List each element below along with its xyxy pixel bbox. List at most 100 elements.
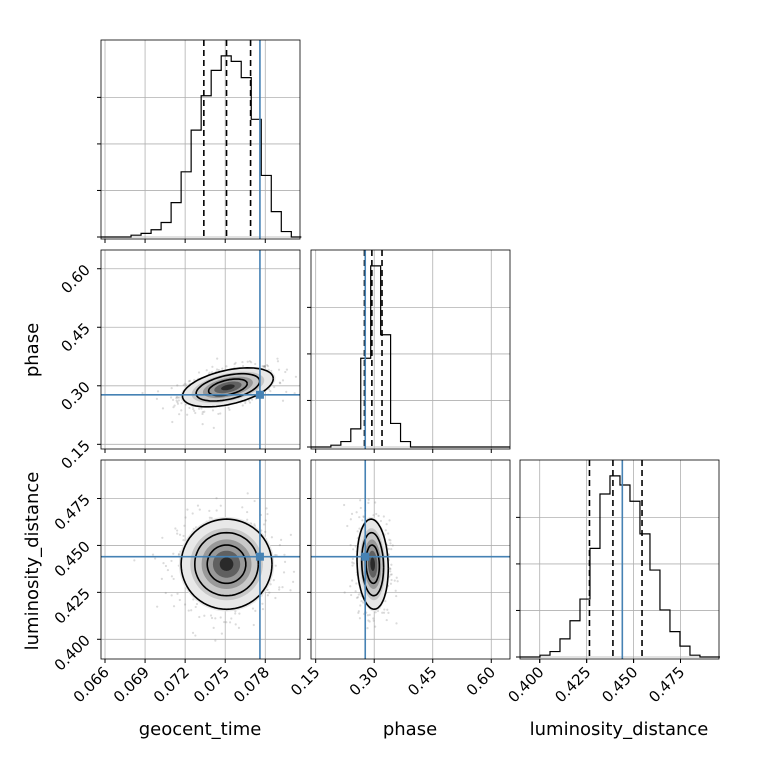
scatter-point	[386, 608, 389, 611]
scatter-point	[396, 580, 399, 583]
scatter-point	[343, 503, 346, 507]
scatter-point	[270, 536, 274, 539]
scatter-point	[383, 608, 386, 611]
panel-frame	[100, 39, 301, 240]
scatter-point	[164, 591, 167, 595]
scatter-point	[175, 399, 178, 402]
scatter-point	[248, 360, 251, 363]
scatter-point	[351, 579, 354, 582]
panel-frame	[100, 459, 301, 660]
scatter-point	[174, 527, 177, 530]
scatter-point	[180, 402, 183, 405]
panel-background	[311, 460, 510, 659]
xlabel-phase: phase	[383, 719, 437, 740]
scatter-point	[198, 615, 201, 619]
scatter-point	[172, 577, 175, 581]
scatter-point	[379, 519, 383, 523]
scatter-point	[374, 611, 377, 614]
scatter-point	[220, 632, 223, 635]
scatter-point	[389, 570, 392, 573]
scatter-point	[170, 387, 173, 390]
scatter-point	[384, 529, 387, 532]
scatter-point	[156, 605, 159, 608]
contour-line	[207, 378, 248, 397]
scatter-point	[184, 516, 187, 519]
scatter-point	[362, 515, 365, 518]
scatter-point	[374, 501, 377, 504]
scatter-point	[263, 365, 267, 368]
scatter-point	[262, 365, 266, 368]
scatter-point	[212, 626, 215, 629]
scatter-point	[375, 512, 378, 516]
scatter-point	[201, 410, 204, 414]
scatter-point	[282, 571, 286, 574]
scatter-point	[264, 519, 267, 522]
scatter-point	[176, 532, 179, 535]
scatter-point	[238, 612, 241, 615]
x-tick-label: 0.066	[70, 663, 113, 706]
scatter-point	[281, 586, 284, 589]
y-tick-label: 0.60	[57, 261, 93, 297]
scatter-point	[292, 580, 295, 584]
scatter-point	[209, 614, 213, 617]
scatter-point	[389, 582, 393, 585]
scatter-point	[192, 598, 195, 601]
scatter-point	[280, 538, 283, 541]
scatter-point	[241, 404, 244, 407]
scatter-point	[200, 407, 203, 410]
scatter-point	[191, 512, 194, 515]
scatter-point	[372, 619, 375, 622]
scatter-point	[219, 412, 222, 415]
scatter-point	[194, 411, 197, 415]
x-tick-label: 0.425	[551, 663, 594, 706]
scatter-point	[391, 544, 394, 547]
diag-panel-phase	[307, 249, 511, 450]
scatter-point	[210, 516, 213, 520]
scatter-point	[151, 553, 155, 556]
scatter-point	[215, 497, 218, 500]
scatter-point	[276, 357, 279, 360]
scatter-point	[192, 407, 195, 411]
scatter-point	[176, 396, 179, 399]
scatter-point	[176, 529, 179, 532]
scatter-point	[175, 395, 178, 398]
scatter-point	[178, 396, 181, 399]
scatter-point	[278, 588, 281, 591]
scatter-point	[275, 554, 278, 557]
scatter-point	[372, 514, 375, 517]
scatter-point	[182, 534, 185, 538]
scatter-point	[357, 593, 360, 596]
scatter-point	[279, 381, 282, 385]
y-tick-label: 0.30	[57, 378, 93, 414]
scatter-point	[183, 524, 186, 527]
scatter-point	[395, 622, 398, 625]
scatter-point	[377, 514, 380, 518]
scatter-point	[172, 406, 175, 409]
scatter-point	[208, 371, 211, 374]
scatter-point	[178, 598, 181, 602]
panel-background	[311, 250, 510, 449]
scatter-point	[188, 379, 192, 383]
scatter-point	[272, 579, 275, 582]
scatter-point	[251, 398, 254, 401]
scatter-point	[208, 516, 211, 519]
scatter-point	[156, 390, 160, 393]
scatter-point	[359, 604, 362, 607]
scatter-point	[292, 570, 296, 573]
scatter-point	[234, 361, 237, 364]
scatter-point	[368, 613, 371, 616]
scatter-point	[357, 611, 360, 614]
scatter-point	[388, 519, 391, 522]
scatter-point	[360, 599, 363, 603]
truth-marker	[255, 390, 264, 399]
scatter-point	[154, 557, 157, 560]
scatter-point	[350, 512, 354, 515]
y-tick-label: 0.400	[51, 631, 94, 674]
scatter-point	[349, 585, 352, 588]
contour-line	[193, 531, 260, 597]
scatter-point	[194, 634, 197, 637]
scatter-point	[170, 575, 174, 578]
scatter-point	[219, 504, 222, 507]
scatter-point	[278, 543, 281, 547]
y-tick-label: 0.45	[57, 319, 93, 355]
